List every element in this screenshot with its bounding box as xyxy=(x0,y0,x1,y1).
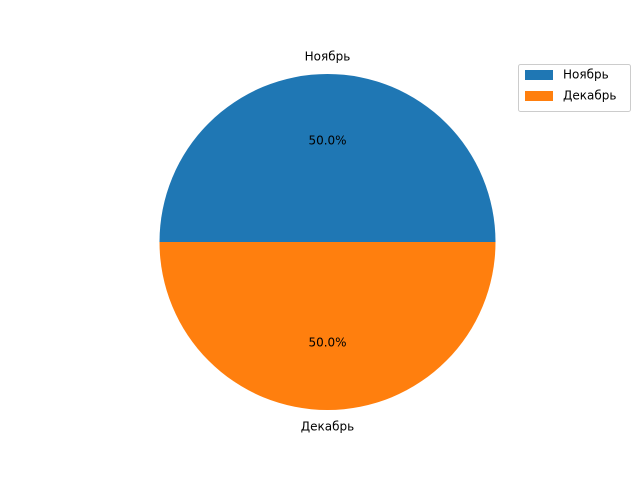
slice-percent-label: 50.0% xyxy=(308,335,346,349)
legend-label: Ноябрь xyxy=(563,68,609,82)
slice-category-label: Ноябрь xyxy=(305,50,351,64)
pie-slices xyxy=(159,74,496,410)
pie-labels: Ноябрь 50.0% Декабрь 50.0% xyxy=(301,50,354,434)
pie-slice-1 xyxy=(159,74,496,242)
chart-legend: Ноябрь Декабрь xyxy=(518,64,631,112)
legend-swatch xyxy=(525,91,553,101)
legend-swatch xyxy=(525,70,553,80)
slice-category-label: Декабрь xyxy=(301,419,354,433)
pie-slice-2 xyxy=(159,242,496,410)
slice-percent-label: 50.0% xyxy=(308,134,346,148)
legend-label: Декабрь xyxy=(563,89,616,103)
